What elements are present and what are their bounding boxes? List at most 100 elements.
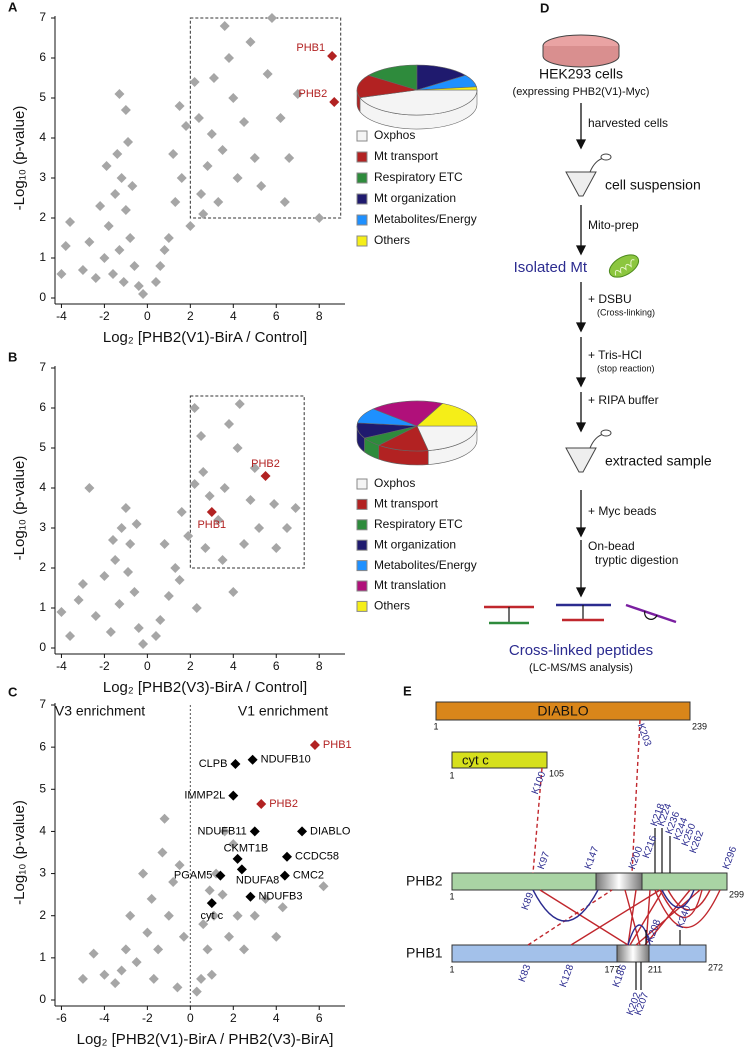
point-label: PHB2 (251, 458, 280, 470)
result-note: (LC-MS/MS analysis) (529, 662, 633, 674)
point (208, 910, 219, 921)
point (232, 910, 243, 921)
step: + Tris-HCl (588, 348, 642, 362)
point (123, 137, 134, 147)
point (217, 145, 228, 155)
legend-swatch (356, 172, 368, 184)
legend-label: Mt transport (374, 497, 439, 511)
point (112, 149, 123, 159)
highlight-point (215, 870, 226, 881)
arrows (575, 103, 587, 598)
point (198, 467, 209, 477)
point-label: CKMT1B (224, 843, 269, 855)
panel-label: A (8, 0, 18, 14)
point (232, 173, 243, 183)
point-label: NDUFA8 (236, 874, 279, 886)
protein-name: DIABLO (537, 703, 588, 719)
annotation: V1 enrichment (238, 703, 328, 719)
crosslink-map: E DIABLO 1 239 cyt c 1 105 PHB2 1 299 PH… (403, 683, 744, 1016)
highlight-region (189, 17, 342, 219)
point (101, 161, 112, 171)
y-tick-label: 6 (39, 739, 46, 753)
site-label: K147 (583, 845, 601, 871)
legend-swatch (356, 600, 368, 612)
point (131, 519, 142, 529)
point (204, 491, 215, 501)
x-tick-label: 8 (316, 659, 323, 673)
point (163, 233, 174, 243)
y-tick-label: 0 (39, 992, 46, 1006)
highlight-region (189, 395, 305, 569)
highlight-point (297, 826, 308, 837)
point (224, 419, 234, 429)
legend-swatch (356, 235, 368, 247)
point (275, 113, 286, 123)
highlight-point (230, 759, 241, 769)
annotation: V3 enrichment (55, 703, 145, 719)
point (114, 599, 125, 609)
point (198, 209, 209, 219)
point (65, 631, 76, 641)
x-tick-label: -2 (142, 1011, 153, 1025)
legend-label: Respiratory ETC (374, 517, 463, 531)
point (125, 910, 136, 921)
point (146, 893, 157, 904)
highlight-point (206, 507, 217, 517)
point (279, 197, 290, 207)
y-tick-label: 7 (39, 10, 46, 24)
point (153, 944, 164, 955)
legend-label: Respiratory ETC (374, 170, 463, 184)
point (249, 910, 260, 921)
workflow: D HEK293 cells (expressing PHB2(V1)-Myc)… (484, 0, 712, 674)
point (103, 221, 114, 231)
highlight-point (309, 740, 320, 751)
point (172, 982, 183, 993)
point-label: PHB2 (269, 798, 298, 810)
x-tick-label: 4 (230, 309, 237, 323)
peptide-icons (484, 603, 677, 625)
point-label: NDUFB3 (258, 891, 302, 903)
panel-label: B (8, 349, 17, 364)
point (116, 965, 127, 976)
x-tick-label: -2 (99, 659, 110, 673)
highlight-point (206, 898, 217, 909)
y-axis-label: -Log₁₀ (p-value) (11, 106, 28, 211)
step: Mito-prep (588, 218, 639, 232)
point (196, 973, 207, 984)
site-label: K97 (536, 850, 553, 871)
point (189, 403, 200, 413)
highlight-point (282, 851, 292, 862)
point (314, 213, 325, 223)
legend-label: Others (374, 599, 410, 613)
point (290, 503, 301, 513)
point (213, 515, 224, 525)
point (88, 948, 99, 959)
y-axis-label: -Log₁₀ (p-value) (11, 800, 28, 905)
cells-note: (expressing PHB2(V1)-Myc) (513, 86, 650, 98)
point (157, 847, 168, 858)
product: Isolated Mt (514, 259, 588, 276)
x-tick-label: -6 (56, 1011, 67, 1025)
y-axis-label: -Log₁₀ (p-value) (11, 456, 28, 561)
point (185, 221, 196, 231)
note: (stop reaction) (597, 363, 655, 373)
mito-icon (608, 254, 640, 278)
legend-swatch (356, 580, 368, 592)
point (245, 495, 256, 505)
legend-swatch (356, 193, 368, 205)
protein-name: PHB2 (406, 873, 443, 889)
point (127, 181, 138, 191)
point (193, 113, 204, 123)
x-tick-label: 2 (187, 659, 194, 673)
y-tick-label: 0 (39, 290, 46, 304)
point (159, 245, 170, 255)
y-tick-label: 2 (39, 210, 46, 224)
point (217, 555, 228, 565)
y-tick-label: 4 (39, 480, 46, 494)
point (163, 910, 174, 921)
point (176, 173, 187, 183)
point (277, 902, 288, 913)
site-label: K89 (520, 891, 537, 912)
legend-swatch (356, 130, 368, 142)
point (202, 944, 213, 955)
